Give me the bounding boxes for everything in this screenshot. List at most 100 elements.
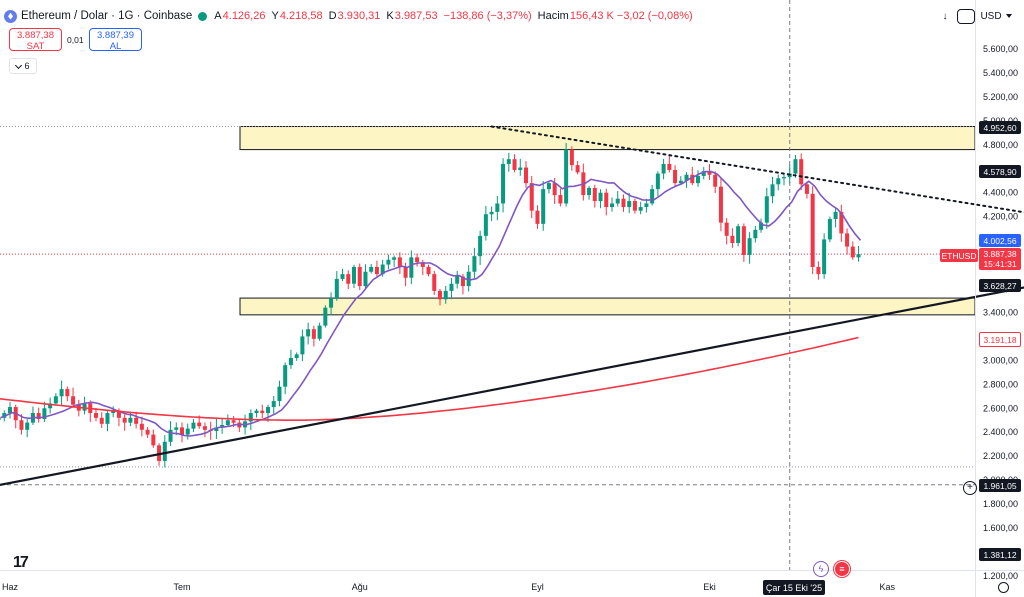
candle-body-7 (36, 413, 41, 420)
sell-price: 3.887,38 (17, 30, 54, 41)
candle-body-41 (231, 420, 236, 423)
price-tag-bottom: 1.381,12 (979, 548, 1021, 561)
price-tag-zone-top: 4.952,60 (979, 121, 1021, 134)
y-tick-label-17: 2.200,00 (983, 451, 1018, 461)
candle-body-127 (724, 222, 729, 236)
candle-body-125 (713, 174, 718, 187)
candle-body-50 (283, 365, 288, 387)
volume-value: 156,43 K (569, 10, 614, 22)
candle-body-122 (695, 175, 701, 184)
candle-body-32 (179, 427, 185, 435)
candle-body-99 (564, 149, 569, 204)
x-tick-label-2: Ağu (352, 582, 368, 592)
candle-body-150 (856, 254, 861, 258)
candle-body-58 (329, 298, 334, 308)
y-tick-label-1: 5.400,00 (983, 68, 1018, 78)
candle-body-51 (288, 357, 293, 366)
candle-body-81 (460, 276, 465, 287)
candle-body-113 (644, 203, 649, 208)
x-tick-label-0: Haz (2, 582, 19, 592)
change-value: −138,86 (−3,37%) (443, 10, 532, 22)
candle-body-64 (363, 271, 368, 287)
legend-header: Ethereum / Dolar · 1G · Coinbase A 4.126,… (4, 6, 699, 26)
candle-body-103 (587, 187, 592, 196)
candle-body-146 (833, 211, 838, 220)
y-tick-label-3: 5.000,00 (983, 116, 1018, 126)
currency-select[interactable]: USD (980, 8, 1011, 24)
candle-body-89 (506, 159, 511, 164)
plus-icon[interactable]: + (963, 481, 977, 495)
candle-body-13 (71, 396, 76, 405)
candle-body-29 (162, 441, 167, 461)
candle-body-104 (592, 187, 597, 202)
candle-body-71 (403, 266, 408, 278)
candle-body-40 (225, 420, 230, 426)
symbol-title[interactable]: Ethereum / Dolar · 1G · Coinbase (21, 10, 193, 22)
candle-body-44 (248, 413, 253, 422)
candle-body-144 (822, 239, 827, 275)
low-label: D (328, 10, 337, 22)
candle-body-33 (185, 428, 190, 435)
candle-body-87 (495, 203, 500, 212)
candle-body-84 (478, 235, 483, 257)
sell-label: SAT (26, 41, 45, 52)
candle-body-11 (59, 389, 64, 397)
candle-body-26 (145, 429, 150, 435)
candle-body-119 (678, 180, 683, 184)
candle-body-54 (306, 329, 311, 337)
candle-body-62 (351, 266, 357, 284)
candle-body-111 (632, 201, 637, 211)
ethereum-logo-icon (4, 9, 17, 23)
candle-body-77 (437, 290, 443, 300)
candle-body-142 (810, 193, 815, 267)
y-tick-label-21: 1.200,00 (983, 571, 1018, 581)
candle-body-35 (197, 422, 202, 427)
candle-body-9 (48, 403, 53, 409)
candle-body-118 (673, 169, 678, 184)
buy-button[interactable]: 3.887,39 AL (89, 28, 142, 52)
candle-body-2 (7, 407, 13, 414)
candle-body-49 (277, 386, 282, 402)
candle-body-55 (311, 329, 316, 339)
candle-body-137 (781, 177, 787, 179)
market-status-icon[interactable] (198, 11, 208, 21)
candle-body-134 (764, 196, 769, 223)
y-tick-label-0: 5.600,00 (983, 44, 1018, 54)
tradingview-logo-icon[interactable]: 17 (13, 554, 29, 571)
spread-value: 0,01 (67, 35, 84, 45)
us-flag-event-icon[interactable]: ≡ (834, 561, 850, 577)
candle-body-147 (839, 211, 844, 234)
close-label: K (386, 10, 394, 22)
y-tick-label-6: 4.400,00 (983, 188, 1018, 198)
zone-rect-0 (239, 126, 976, 151)
indicators-toggle[interactable]: 6 (9, 58, 37, 74)
y-tick-label-14: 2.800,00 (983, 379, 1018, 389)
candle-body-76 (432, 274, 437, 291)
candle-body-105 (598, 192, 603, 202)
candle-body-20 (111, 410, 116, 414)
sell-button[interactable]: 3.887,38 SAT (9, 28, 62, 52)
candle-body-123 (701, 171, 706, 176)
candle-body-8 (42, 408, 47, 420)
candle-body-23 (128, 417, 133, 423)
lightning-event-icon[interactable]: ϟ (813, 561, 829, 577)
price-tag-zone-mid: 4.578,90 (979, 165, 1021, 178)
candle-body-34 (191, 422, 196, 429)
candle-body-59 (334, 278, 339, 299)
candle-body-94 (535, 210, 540, 224)
candle-body-101 (575, 165, 580, 173)
y-tick-label-7: 4.200,00 (983, 212, 1018, 222)
candle-body-83 (472, 256, 477, 272)
indicators-count: 6 (24, 61, 30, 71)
candle-body-145 (827, 219, 832, 240)
y-tick-label-4: 4.800,00 (983, 140, 1018, 150)
candle-body-25 (139, 423, 144, 430)
arrow-down-icon[interactable]: ↓ (942, 10, 948, 22)
candle-body-126 (718, 186, 723, 223)
candle-body-97 (552, 183, 557, 196)
gear-icon[interactable] (998, 582, 1009, 593)
screenshot-icon[interactable] (957, 9, 975, 24)
high-value: 4.218,58 (279, 10, 323, 22)
candle-body-143 (816, 266, 821, 275)
